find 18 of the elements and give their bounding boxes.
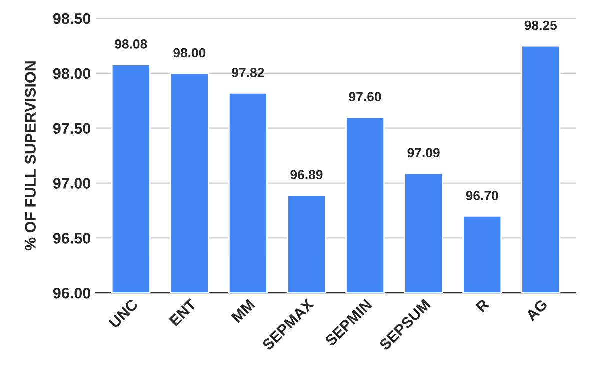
- y-tick-label: 97.50: [53, 123, 91, 134]
- data-label: 96.70: [466, 191, 498, 200]
- x-tick-label: AG: [525, 298, 548, 322]
- y-axis-title: % OF FULL SUPERVISION: [25, 62, 36, 251]
- data-label: 96.89: [290, 170, 323, 180]
- y-tick-label: 96.50: [53, 233, 91, 244]
- data-label: 98.25: [524, 20, 558, 30]
- data-label: 97.82: [232, 68, 264, 78]
- x-tick-label: R: [476, 298, 490, 313]
- y-tick-label: 97.00: [53, 178, 91, 189]
- y-tick-label: 96.00: [53, 288, 91, 299]
- data-label: 98.08: [115, 40, 148, 49]
- y-tick-label: 98.50: [53, 13, 91, 24]
- y-tick-label: 98.00: [53, 68, 91, 80]
- data-label: 97.09: [408, 148, 440, 158]
- data-label: 97.60: [349, 92, 382, 102]
- data-label: 98.00: [174, 48, 206, 58]
- x-tick-label: MM: [231, 299, 256, 324]
